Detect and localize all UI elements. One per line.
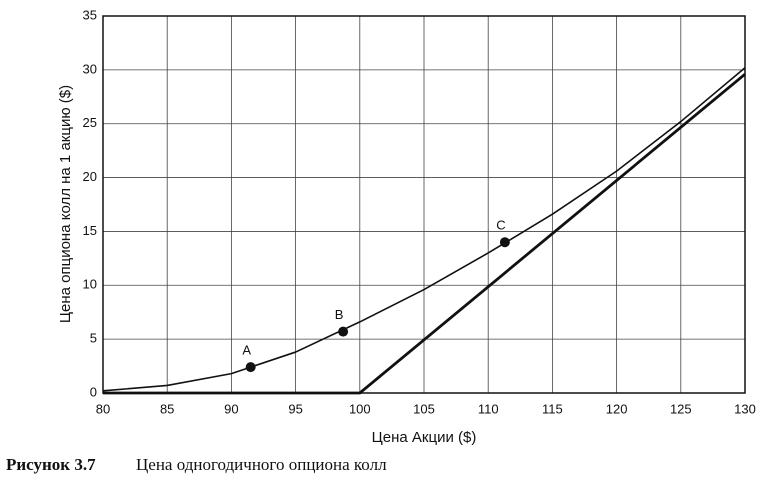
x-tick-label: 110	[478, 401, 499, 416]
point	[245, 362, 256, 373]
point	[338, 326, 349, 337]
y-tick-label: 0	[90, 384, 97, 399]
x-tick-label: 120	[606, 401, 628, 416]
x-tick-label: 95	[288, 401, 302, 416]
point-label: C	[496, 218, 505, 233]
x-tick-label: 90	[224, 401, 238, 416]
x-tick-label: 105	[413, 401, 435, 416]
y-tick-label: 20	[83, 169, 97, 184]
y-tick-label: 35	[83, 7, 97, 22]
point	[499, 237, 510, 248]
x-tick-label: 130	[734, 401, 756, 416]
plot-frame	[102, 15, 746, 394]
x-tick-label: 125	[670, 401, 692, 416]
line	[103, 73, 746, 395]
y-tick-label: 15	[83, 223, 97, 238]
x-tick-label: 100	[349, 401, 371, 416]
point-label: B	[335, 307, 344, 322]
y-tick-label: 5	[90, 331, 97, 346]
line	[102, 67, 746, 392]
x-tick-label: 115	[542, 401, 563, 416]
x-tick-label: 80	[96, 401, 110, 416]
x-axis-label: Цена Акции ($)	[372, 429, 477, 446]
y-tick-label: 30	[83, 61, 97, 76]
y-axis-label: Цена опциона колл на 1 акцию ($)	[57, 85, 74, 323]
caption-label: Рисунок 3.7	[6, 455, 96, 474]
y-tick-label: 25	[83, 115, 97, 130]
caption-text: Цена одногодичного опциона колл	[136, 455, 387, 474]
point-label: A	[242, 343, 251, 358]
x-tick-label: 85	[160, 401, 174, 416]
y-tick-label: 10	[83, 277, 97, 292]
